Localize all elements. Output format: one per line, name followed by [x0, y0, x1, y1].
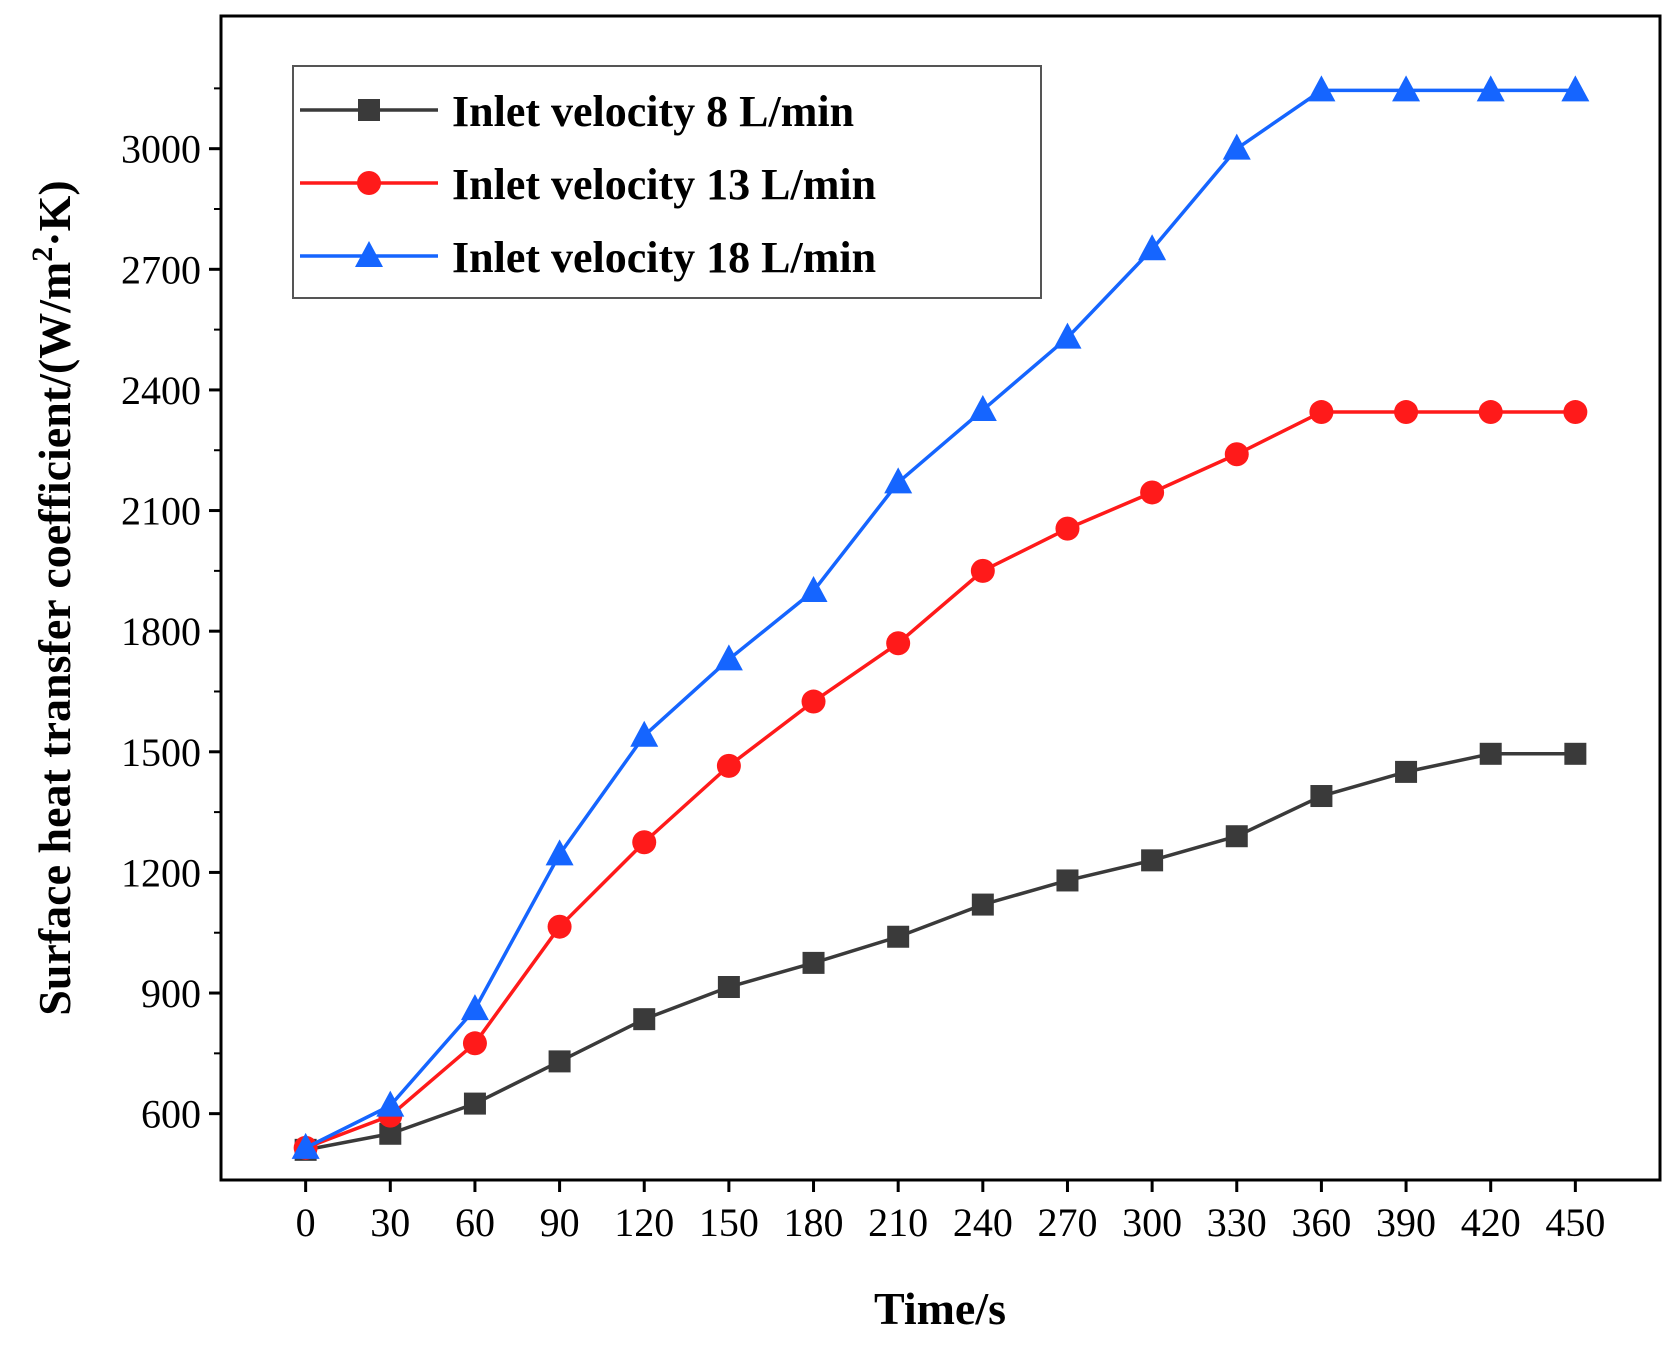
data-point	[801, 689, 826, 714]
data-point	[547, 914, 572, 939]
y-tick-label: 3000	[121, 127, 201, 172]
y-tick-label: 1800	[121, 609, 201, 654]
data-point	[1141, 849, 1164, 872]
data-point	[460, 994, 489, 1021]
data-point	[463, 1092, 486, 1115]
data-point	[1138, 234, 1167, 261]
y-tick-label: 2700	[121, 247, 201, 292]
x-tick-label: 90	[540, 1200, 580, 1245]
data-point	[1140, 480, 1165, 505]
data-point	[1561, 75, 1590, 102]
legend: Inlet velocity 8 L/min Inlet velocity 13 …	[292, 65, 1042, 299]
x-axis: 0 30 60 90 120 150 180 210 240 270 300 330 360 390 420…	[296, 1180, 1605, 1245]
data-point	[1307, 75, 1336, 102]
data-point	[1476, 75, 1505, 102]
data-point	[1395, 760, 1418, 783]
x-tick-label: 240	[953, 1200, 1013, 1245]
data-point	[1309, 400, 1334, 425]
x-tick-label: 360	[1291, 1200, 1351, 1245]
x-tick-label: 30	[370, 1200, 410, 1245]
legend-label: Inlet velocity 13 L/min	[452, 160, 876, 209]
series-line	[305, 752, 1576, 1152]
legend-marker	[357, 171, 381, 195]
data-point	[1225, 825, 1248, 848]
data-point	[1310, 785, 1333, 808]
legend-marker	[355, 241, 383, 267]
data-point	[545, 839, 574, 866]
data-point	[887, 925, 910, 948]
data-point	[714, 644, 743, 671]
y-tick-label: 1200	[121, 850, 201, 895]
y-tick-label: 900	[141, 971, 201, 1016]
data-point	[802, 951, 825, 974]
data-point	[1224, 442, 1249, 467]
data-point	[1563, 400, 1588, 425]
y-tick-label: 2100	[121, 489, 201, 534]
series-2	[293, 400, 1588, 1160]
x-tick-label: 120	[614, 1200, 674, 1245]
x-tick-label: 450	[1545, 1200, 1605, 1245]
y-axis: 600 900 1200 1500 1800 2100 2400 2700 3000	[121, 87, 221, 1137]
data-point	[886, 631, 911, 656]
x-tick-label: 330	[1207, 1200, 1267, 1245]
data-point	[1056, 869, 1079, 892]
x-tick-label: 0	[296, 1200, 316, 1245]
data-point	[970, 558, 995, 583]
data-point	[1478, 400, 1503, 425]
data-point	[379, 1122, 402, 1145]
legend-label: Inlet velocity 18 L/min	[452, 233, 876, 282]
y-tick-label: 600	[141, 1092, 201, 1137]
data-point	[630, 720, 659, 747]
data-point	[799, 575, 828, 602]
data-point	[884, 467, 913, 494]
data-point	[1053, 322, 1082, 349]
data-point	[376, 1090, 405, 1117]
x-axis-title: Time/s	[874, 1283, 1006, 1334]
data-point	[1564, 742, 1587, 765]
legend-label: Inlet velocity 8 L/min	[452, 87, 854, 136]
data-point	[1479, 742, 1502, 765]
data-point	[462, 1031, 487, 1056]
data-point	[971, 893, 994, 916]
x-tick-label: 180	[784, 1200, 844, 1245]
y-tick-label: 1500	[121, 730, 201, 775]
x-tick-label: 420	[1461, 1200, 1521, 1245]
data-point	[968, 395, 997, 422]
series-3	[291, 75, 1590, 1159]
x-tick-label: 210	[868, 1200, 928, 1245]
x-tick-label: 60	[455, 1200, 495, 1245]
data-point	[716, 753, 741, 778]
data-point	[1394, 400, 1419, 425]
series-line	[305, 410, 1576, 1150]
data-point	[1392, 75, 1421, 102]
data-point	[548, 1050, 571, 1073]
x-tick-label: 300	[1122, 1200, 1182, 1245]
data-point	[632, 830, 657, 855]
data-point	[717, 976, 740, 999]
x-tick-label: 270	[1037, 1200, 1097, 1245]
x-tick-label: 390	[1376, 1200, 1436, 1245]
y-axis-title: Surface heat transfer coefficient/(W/m2·…	[26, 180, 80, 1016]
legend-item: Inlet velocity 18 L/min	[300, 233, 876, 282]
series-line	[304, 88, 1576, 1150]
plot-frame	[219, 14, 1662, 1182]
series-layer	[291, 75, 1590, 1161]
data-point	[291, 1132, 320, 1159]
data-point	[633, 1008, 656, 1031]
data-point	[1055, 516, 1080, 541]
legend-item: Inlet velocity 13 L/min	[300, 160, 876, 209]
legend-marker	[358, 99, 380, 121]
series-1	[294, 742, 1587, 1161]
y-tick-label: 2400	[121, 368, 201, 413]
x-tick-label: 150	[699, 1200, 759, 1245]
data-point	[1222, 133, 1251, 160]
legend-item: Inlet velocity 8 L/min	[300, 87, 854, 136]
